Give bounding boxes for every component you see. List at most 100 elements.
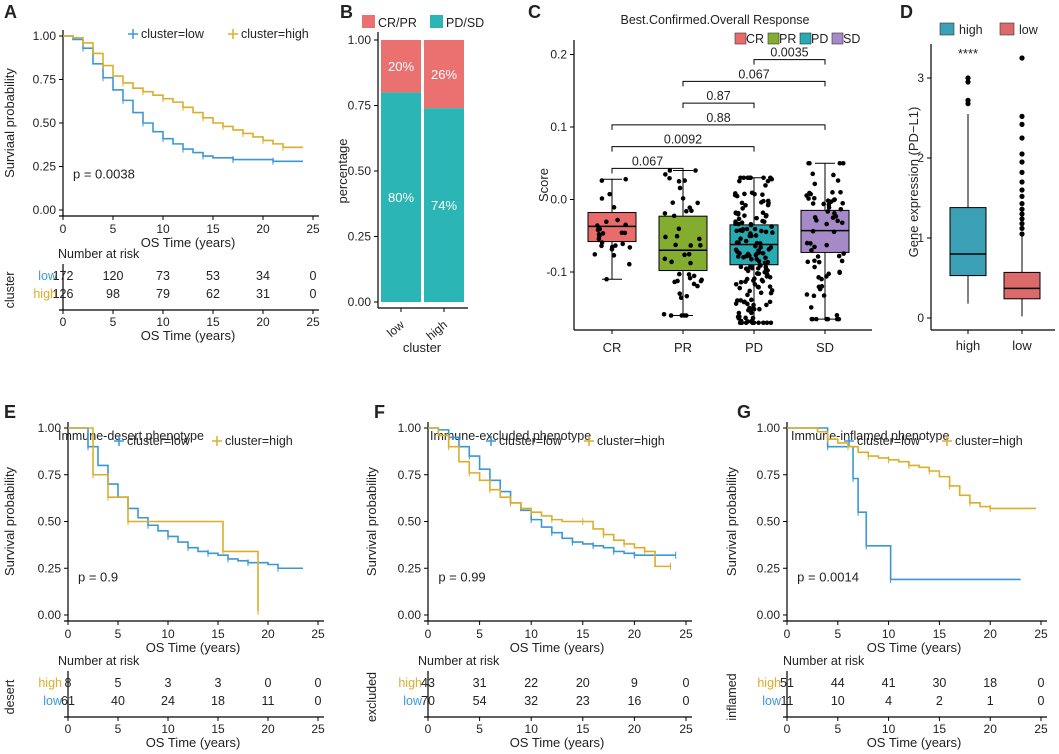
data-point [669,259,674,265]
y-tick-label: 1.00 [398,421,422,435]
risk-value: 0 [1038,676,1045,690]
data-point [733,247,739,253]
data-point [758,245,764,250]
data-point [698,243,703,248]
comparison-bracket [753,59,826,65]
risk-value: 79 [156,287,170,301]
risk-x-tick-label: 5 [115,722,122,736]
risk-value: 62 [206,287,220,301]
x-tick-label: 10 [525,627,539,641]
risk-value: 40 [111,694,125,708]
y-tick-label: 1.00 [348,33,372,47]
legend-label: CR/PR [378,16,417,30]
legend-label: PD/SD [446,16,484,30]
data-point [688,260,693,266]
y-tick-label: 1.00 [33,29,57,43]
y-tick-label: 2 [917,151,924,165]
data-point [821,201,826,207]
data-point [841,251,846,256]
risk-x-tick-label: 10 [161,722,175,736]
data-point [599,243,604,249]
data-point [611,205,617,210]
data-point [734,193,740,199]
risk-value: 10 [831,694,845,708]
x-tick-label: 15 [933,627,947,641]
y-tick-label: 0.00 [398,608,422,622]
data-point [677,291,683,296]
risk-value: 3 [215,676,222,690]
data-point [686,272,692,277]
y-axis-label: Surviaal probability [2,68,17,178]
risk-value: 126 [53,287,74,301]
x-tick-label: 20 [256,222,270,236]
risk-value: 0 [310,287,317,301]
outlier-point [1019,221,1025,227]
data-point [688,243,694,248]
risk-x-tick-label: 15 [211,722,225,736]
risk-value: 0 [315,694,322,708]
y-tick-label: 0.25 [33,160,57,174]
data-point [599,178,605,183]
data-point [604,276,609,282]
legend-swatch-CR [734,32,747,45]
data-point [676,226,682,232]
y-tick-label: 0.50 [757,515,781,529]
data-point [838,189,843,195]
risk-x-tick-label: 15 [576,722,590,736]
legend-label: low [1019,23,1039,37]
panel-title: Immune-excluded phenotype [430,429,591,443]
data-point [835,218,840,224]
y-tick-label: 0.0 [550,193,567,207]
risk-row-label: high [38,676,62,690]
comparison-bracket [611,146,755,152]
data-point [756,320,761,326]
data-point [738,298,743,303]
risk-row-label: high [33,287,57,301]
data-point [743,320,749,326]
x-axis-label: cluster [403,340,442,355]
data-point [766,247,772,252]
data-point [682,252,687,258]
data-point [748,222,754,228]
data-point [742,299,747,305]
data-point [757,241,763,246]
data-point [831,172,836,178]
data-point [756,258,762,264]
data-point [751,278,756,283]
x-tick-label: 20 [984,627,998,641]
data-point [819,284,825,289]
data-point [599,196,605,201]
survival-curve-high [63,35,303,149]
data-point [739,220,745,226]
risk-value: 0 [310,269,317,283]
data-point [686,251,692,257]
data-point [761,175,766,181]
data-point [752,281,758,287]
y-tick-label: 0.1 [550,120,567,134]
legend-label: cluster=low [141,27,205,41]
data-point [756,250,762,255]
data-point [757,306,762,312]
x-tick-label: 20 [628,627,642,641]
data-point [764,213,769,218]
y-tick-label: 0 [917,311,924,325]
risk-row-label: low [38,269,58,283]
x-tick-label: 25 [679,627,693,641]
data-point [749,264,755,270]
risk-y-axis-label: inflamed [725,673,739,720]
data-point [743,279,748,284]
data-point [812,181,818,187]
data-point [662,211,668,216]
data-point [595,223,600,228]
y-axis-label: Survival probability [724,466,739,576]
survival-curve-low [428,427,676,556]
y-tick-label: 0.75 [38,468,62,482]
data-point [810,171,816,177]
data-point [760,210,766,216]
data-point [825,209,831,214]
legend-swatch-PD [799,32,812,45]
data-point [595,227,601,233]
y-axis-label: Survival probability [2,466,17,576]
risk-x-tick-label: 0 [60,315,67,329]
data-point [680,196,686,201]
